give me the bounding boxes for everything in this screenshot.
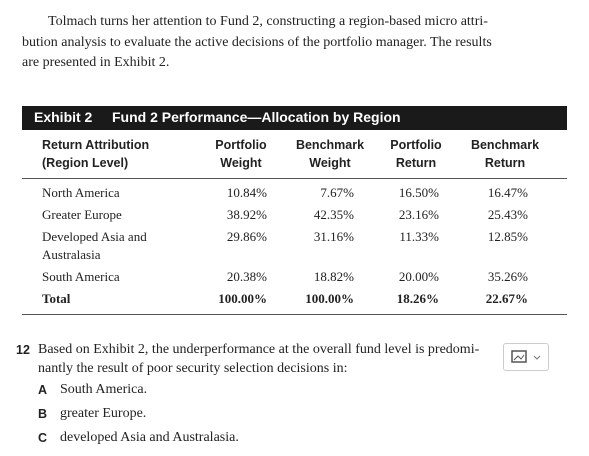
cell-value: 7.67% xyxy=(320,185,354,200)
cell-value: 18.82% xyxy=(313,269,354,284)
intro-line: are presented in Exhibit 2. xyxy=(22,55,170,70)
option-letter: A xyxy=(38,383,48,397)
column-header: (Region Level) xyxy=(42,156,129,170)
column-header: Benchmark xyxy=(470,138,540,152)
column-header: Return xyxy=(395,156,437,170)
option-text: developed Asia and Australasia. xyxy=(60,430,239,445)
cell-value: 16.47% xyxy=(487,185,528,200)
row-label: Total xyxy=(42,291,71,306)
icon-graphic xyxy=(511,350,541,363)
option-text: greater Europe. xyxy=(60,406,147,421)
cell-value: 100.00% xyxy=(218,291,267,306)
column-header: Portfolio xyxy=(390,138,442,152)
question-number: 12 xyxy=(16,343,30,357)
cell-value: 42.35% xyxy=(313,207,354,222)
cell-value: 12.85% xyxy=(487,229,528,244)
option-text: South America. xyxy=(60,382,148,397)
cell-value: 10.84% xyxy=(226,185,267,200)
option-letter: B xyxy=(38,407,48,421)
cell-value: 20.00% xyxy=(398,269,439,284)
cell-value: 100.00% xyxy=(305,291,354,306)
row-label: Developed Asia and xyxy=(42,229,147,244)
column-header: Return Attribution xyxy=(42,138,150,152)
column-header: Benchmark xyxy=(295,138,365,152)
cell-value: 11.33% xyxy=(399,229,439,244)
row-label: North America xyxy=(42,185,120,200)
cell-value: 25.43% xyxy=(487,207,528,222)
row-label: Greater Europe xyxy=(42,207,122,222)
image-icon[interactable] xyxy=(503,343,549,371)
cell-value: 18.26% xyxy=(396,291,439,306)
exhibit-label: Exhibit 2 xyxy=(34,109,93,125)
cell-value: 38.92% xyxy=(226,207,267,222)
intro-line: bution analysis to evaluate the active d… xyxy=(22,35,492,50)
cell-value: 20.38% xyxy=(226,269,267,284)
column-header: Return xyxy=(484,156,526,170)
option-letter: C xyxy=(38,431,48,445)
exhibit-header xyxy=(22,106,567,130)
row-label: Australasia xyxy=(42,247,101,262)
exhibit-title: Fund 2 Performance—Allocation by Region xyxy=(112,109,401,125)
cell-value: 22.67% xyxy=(485,291,528,306)
question-line: Based on Exhibit 2, the underperformance… xyxy=(38,342,480,357)
question-line: nantly the result of poor security selec… xyxy=(38,361,348,376)
cell-value: 16.50% xyxy=(398,185,439,200)
cell-value: 23.16% xyxy=(398,207,439,222)
header-rule xyxy=(22,178,567,179)
column-header: Weight xyxy=(220,156,262,170)
cell-value: 35.26% xyxy=(487,269,528,284)
row-label: South America xyxy=(42,269,120,284)
cell-value: 29.86% xyxy=(226,229,267,244)
column-header: Portfolio xyxy=(215,138,267,152)
column-header: Weight xyxy=(309,156,351,170)
intro-line: Tolmach turns her attention to Fund 2, c… xyxy=(48,14,488,29)
cell-value: 31.16% xyxy=(313,229,354,244)
bottom-rule xyxy=(22,314,567,315)
